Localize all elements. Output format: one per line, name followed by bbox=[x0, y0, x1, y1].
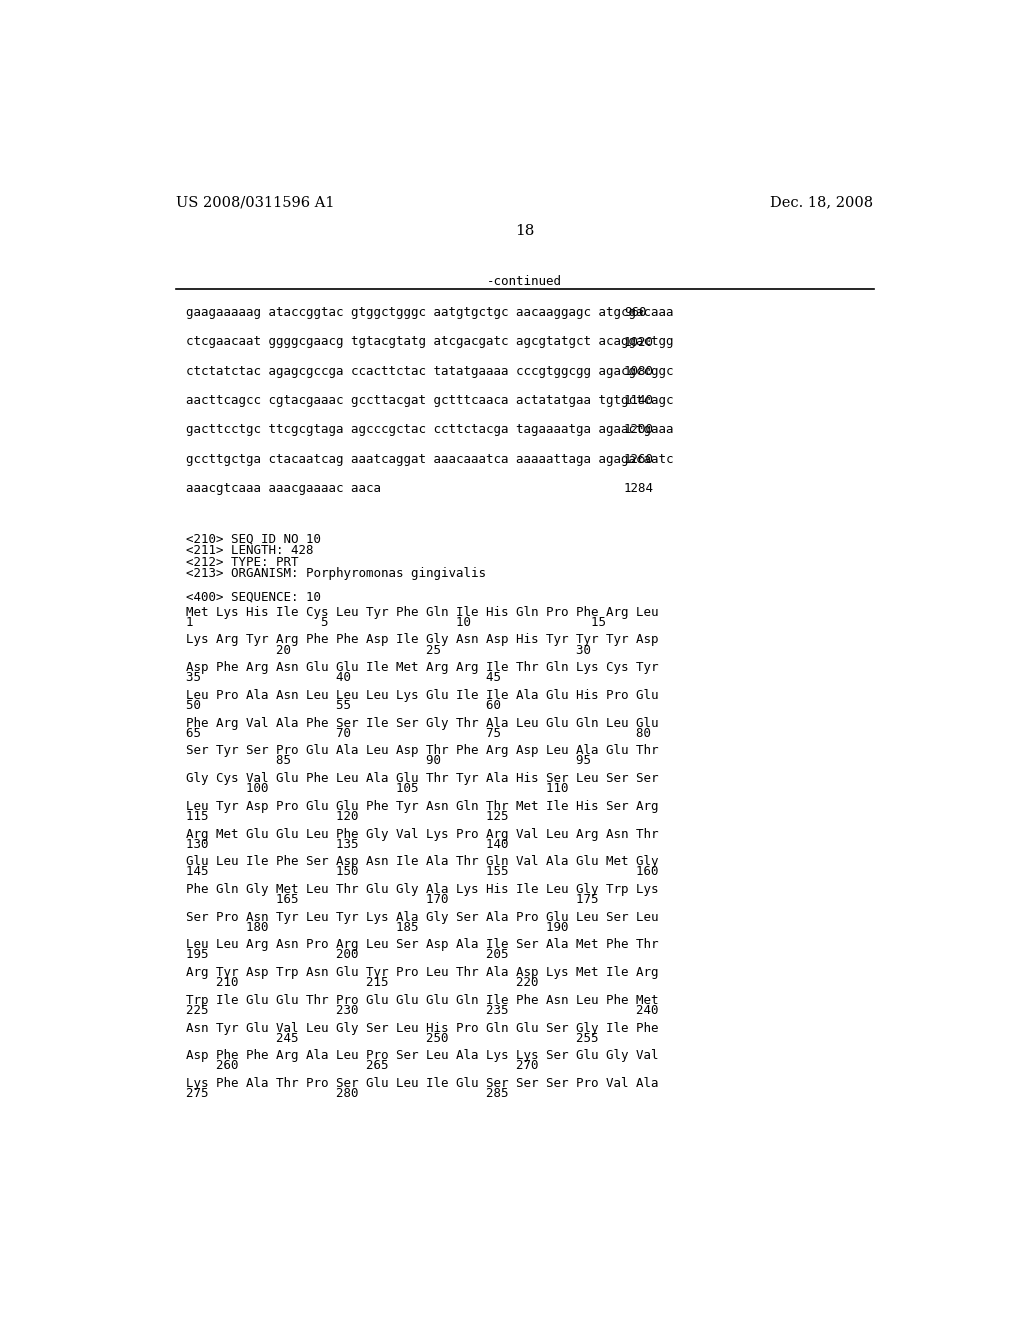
Text: Glu Leu Ile Phe Ser Asp Asn Ile Ala Thr Gln Val Ala Glu Met Gly: Glu Leu Ile Phe Ser Asp Asn Ile Ala Thr … bbox=[186, 855, 658, 869]
Text: Phe Arg Val Ala Phe Ser Ile Ser Gly Thr Ala Leu Glu Gln Leu Glu: Phe Arg Val Ala Phe Ser Ile Ser Gly Thr … bbox=[186, 717, 658, 730]
Text: -continued: -continued bbox=[487, 276, 562, 289]
Text: 50                  55                  60: 50 55 60 bbox=[186, 700, 501, 711]
Text: 100                 105                 110: 100 105 110 bbox=[186, 781, 568, 795]
Text: Dec. 18, 2008: Dec. 18, 2008 bbox=[770, 195, 873, 210]
Text: Leu Pro Ala Asn Leu Leu Leu Lys Glu Ile Ile Ala Glu His Pro Glu: Leu Pro Ala Asn Leu Leu Leu Lys Glu Ile … bbox=[186, 689, 658, 702]
Text: ctctatctac agagcgccga ccacttctac tatatgaaaa cccgtggcgg agacgccggc: ctctatctac agagcgccga ccacttctac tatatga… bbox=[186, 364, 674, 378]
Text: 1                 5                 10                15: 1 5 10 15 bbox=[186, 615, 606, 628]
Text: Ser Tyr Ser Pro Glu Ala Leu Asp Thr Phe Arg Asp Leu Ala Glu Thr: Ser Tyr Ser Pro Glu Ala Leu Asp Thr Phe … bbox=[186, 744, 658, 758]
Text: 65                  70                  75                  80: 65 70 75 80 bbox=[186, 726, 651, 739]
Text: ctcgaacaat ggggcgaacg tgtacgtatg atcgacgatc agcgtatgct acaggactgg: ctcgaacaat ggggcgaacg tgtacgtatg atcgacg… bbox=[186, 335, 674, 348]
Text: aaacgtcaaa aaacgaaaac aaca: aaacgtcaaa aaacgaaaac aaca bbox=[186, 482, 381, 495]
Text: Lys Arg Tyr Arg Phe Phe Asp Ile Gly Asn Asp His Tyr Tyr Tyr Asp: Lys Arg Tyr Arg Phe Phe Asp Ile Gly Asn … bbox=[186, 634, 658, 647]
Text: Arg Tyr Asp Trp Asn Glu Tyr Pro Leu Thr Ala Asp Lys Met Ile Arg: Arg Tyr Asp Trp Asn Glu Tyr Pro Leu Thr … bbox=[186, 966, 658, 979]
Text: <400> SEQUENCE: 10: <400> SEQUENCE: 10 bbox=[186, 590, 322, 603]
Text: 1080: 1080 bbox=[624, 364, 654, 378]
Text: 35                  40                  45: 35 40 45 bbox=[186, 671, 501, 684]
Text: 145                 150                 155                 160: 145 150 155 160 bbox=[186, 866, 658, 878]
Text: 225                 230                 235                 240: 225 230 235 240 bbox=[186, 1003, 658, 1016]
Text: Asp Phe Arg Asn Glu Glu Ile Met Arg Arg Ile Thr Gln Lys Cys Tyr: Asp Phe Arg Asn Glu Glu Ile Met Arg Arg … bbox=[186, 661, 658, 675]
Text: Gly Cys Val Glu Phe Leu Ala Glu Thr Tyr Ala His Ser Leu Ser Ser: Gly Cys Val Glu Phe Leu Ala Glu Thr Tyr … bbox=[186, 772, 658, 785]
Text: 1284: 1284 bbox=[624, 482, 654, 495]
Text: Leu Tyr Asp Pro Glu Glu Phe Tyr Asn Gln Thr Met Ile His Ser Arg: Leu Tyr Asp Pro Glu Glu Phe Tyr Asn Gln … bbox=[186, 800, 658, 813]
Text: Asn Tyr Glu Val Leu Gly Ser Leu His Pro Gln Glu Ser Gly Ile Phe: Asn Tyr Glu Val Leu Gly Ser Leu His Pro … bbox=[186, 1022, 658, 1035]
Text: <213> ORGANISM: Porphyromonas gingivalis: <213> ORGANISM: Porphyromonas gingivalis bbox=[186, 568, 486, 581]
Text: 130                 135                 140: 130 135 140 bbox=[186, 838, 509, 850]
Text: 275                 280                 285: 275 280 285 bbox=[186, 1088, 509, 1100]
Text: 1260: 1260 bbox=[624, 453, 654, 466]
Text: gaagaaaaag ataccggtac gtggctgggc aatgtgctgc aacaaggagc atgcgacaaa: gaagaaaaag ataccggtac gtggctgggc aatgtgc… bbox=[186, 306, 674, 319]
Text: 1140: 1140 bbox=[624, 395, 654, 407]
Text: 85                  90                  95: 85 90 95 bbox=[186, 755, 591, 767]
Text: gacttcctgc ttcgcgtaga agcccgctac ccttctacga tagaaaatga agaactgaaa: gacttcctgc ttcgcgtaga agcccgctac ccttcta… bbox=[186, 424, 674, 437]
Text: US 2008/0311596 A1: US 2008/0311596 A1 bbox=[176, 195, 335, 210]
Text: 1020: 1020 bbox=[624, 335, 654, 348]
Text: Lys Phe Ala Thr Pro Ser Glu Leu Ile Glu Ser Ser Ser Pro Val Ala: Lys Phe Ala Thr Pro Ser Glu Leu Ile Glu … bbox=[186, 1077, 658, 1090]
Text: 210                 215                 220: 210 215 220 bbox=[186, 977, 539, 989]
Text: 20                  25                  30: 20 25 30 bbox=[186, 644, 591, 656]
Text: 245                 250                 255: 245 250 255 bbox=[186, 1032, 599, 1044]
Text: Ser Pro Asn Tyr Leu Tyr Lys Ala Gly Ser Ala Pro Glu Leu Ser Leu: Ser Pro Asn Tyr Leu Tyr Lys Ala Gly Ser … bbox=[186, 911, 658, 924]
Text: Trp Ile Glu Glu Thr Pro Glu Glu Glu Gln Ile Phe Asn Leu Phe Met: Trp Ile Glu Glu Thr Pro Glu Glu Glu Gln … bbox=[186, 994, 658, 1007]
Text: <210> SEQ ID NO 10: <210> SEQ ID NO 10 bbox=[186, 533, 322, 545]
Text: 18: 18 bbox=[515, 224, 535, 238]
Text: aacttcagcc cgtacgaaac gccttacgat gctttcaaca actatatgaa tgtgctcagc: aacttcagcc cgtacgaaac gccttacgat gctttca… bbox=[186, 395, 674, 407]
Text: 115                 120                 125: 115 120 125 bbox=[186, 810, 509, 822]
Text: 260                 265                 270: 260 265 270 bbox=[186, 1059, 539, 1072]
Text: Phe Gln Gly Met Leu Thr Glu Gly Ala Lys His Ile Leu Gly Trp Lys: Phe Gln Gly Met Leu Thr Glu Gly Ala Lys … bbox=[186, 883, 658, 896]
Text: Met Lys His Ile Cys Leu Tyr Phe Gln Ile His Gln Pro Phe Arg Leu: Met Lys His Ile Cys Leu Tyr Phe Gln Ile … bbox=[186, 606, 658, 619]
Text: <212> TYPE: PRT: <212> TYPE: PRT bbox=[186, 556, 299, 569]
Text: 195                 200                 205: 195 200 205 bbox=[186, 949, 509, 961]
Text: gccttgctga ctacaatcag aaatcaggat aaacaaatca aaaaattaga agagacaatc: gccttgctga ctacaatcag aaatcaggat aaacaaa… bbox=[186, 453, 674, 466]
Text: Leu Leu Arg Asn Pro Arg Leu Ser Asp Ala Ile Ser Ala Met Phe Thr: Leu Leu Arg Asn Pro Arg Leu Ser Asp Ala … bbox=[186, 939, 658, 952]
Text: Asp Phe Phe Arg Ala Leu Pro Ser Leu Ala Lys Lys Ser Glu Gly Val: Asp Phe Phe Arg Ala Leu Pro Ser Leu Ala … bbox=[186, 1049, 658, 1063]
Text: 1200: 1200 bbox=[624, 424, 654, 437]
Text: <211> LENGTH: 428: <211> LENGTH: 428 bbox=[186, 544, 313, 557]
Text: 165                 170                 175: 165 170 175 bbox=[186, 892, 599, 906]
Text: Arg Met Glu Glu Leu Phe Gly Val Lys Pro Arg Val Leu Arg Asn Thr: Arg Met Glu Glu Leu Phe Gly Val Lys Pro … bbox=[186, 828, 658, 841]
Text: 960: 960 bbox=[624, 306, 646, 319]
Text: 180                 185                 190: 180 185 190 bbox=[186, 921, 568, 933]
